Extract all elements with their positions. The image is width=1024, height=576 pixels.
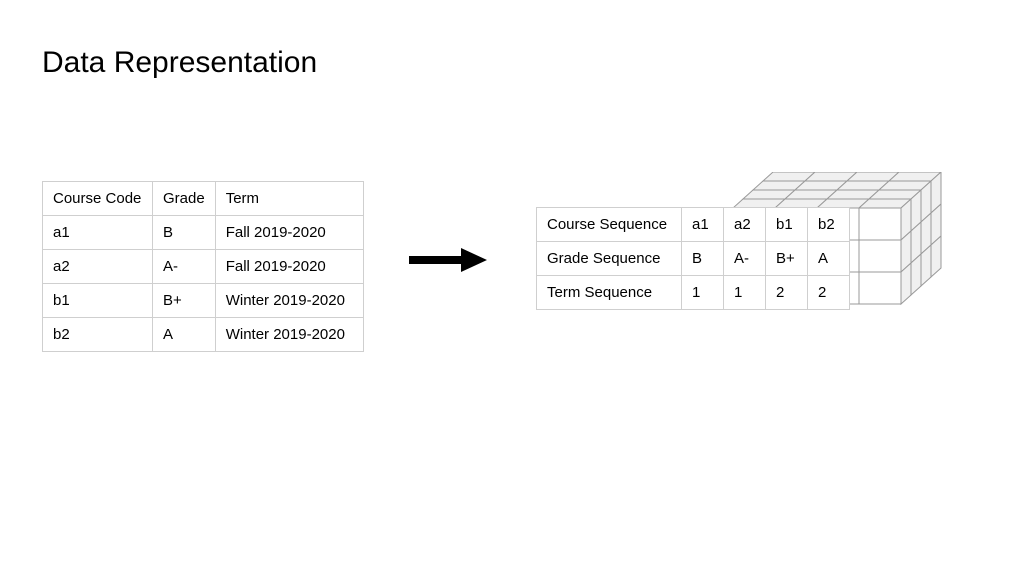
cell: Fall 2019-2020 (215, 250, 363, 284)
cell: B (682, 242, 724, 276)
col-header: Course Code (43, 182, 153, 216)
cell: Fall 2019-2020 (215, 216, 363, 250)
row-label: Course Sequence (537, 208, 682, 242)
sequence-table: Course Sequence a1 a2 b1 b2 Grade Sequen… (536, 207, 850, 310)
table-row: Grade Sequence B A- B+ A (537, 242, 850, 276)
table-row: b2 A Winter 2019-2020 (43, 318, 364, 352)
table-row: b1 B+ Winter 2019-2020 (43, 284, 364, 318)
cell: b1 (766, 208, 808, 242)
cell: A (808, 242, 850, 276)
cell: b2 (43, 318, 153, 352)
table-row: a1 B Fall 2019-2020 (43, 216, 364, 250)
cell: a1 (682, 208, 724, 242)
cell: 2 (808, 276, 850, 310)
cell: a1 (43, 216, 153, 250)
cell: b1 (43, 284, 153, 318)
page-title: Data Representation (42, 46, 317, 80)
cell: 1 (724, 276, 766, 310)
row-label: Term Sequence (537, 276, 682, 310)
cell: 1 (682, 276, 724, 310)
cell: B+ (766, 242, 808, 276)
table-row: Course Sequence a1 a2 b1 b2 (537, 208, 850, 242)
source-table: Course Code Grade Term a1 B Fall 2019-20… (42, 181, 364, 352)
cube-diagram: Course Sequence a1 a2 b1 b2 Grade Sequen… (536, 172, 1006, 342)
table-row: a2 A- Fall 2019-2020 (43, 250, 364, 284)
row-label: Grade Sequence (537, 242, 682, 276)
cell: b2 (808, 208, 850, 242)
cell: A- (153, 250, 216, 284)
cell: B+ (153, 284, 216, 318)
cell: A- (724, 242, 766, 276)
cell: 2 (766, 276, 808, 310)
cell: B (153, 216, 216, 250)
arrow-icon (407, 244, 487, 276)
col-header: Grade (153, 182, 216, 216)
cell: Winter 2019-2020 (215, 318, 363, 352)
table-row: Term Sequence 1 1 2 2 (537, 276, 850, 310)
cell: a2 (43, 250, 153, 284)
cell: A (153, 318, 216, 352)
cell: Winter 2019-2020 (215, 284, 363, 318)
cell: a2 (724, 208, 766, 242)
table-header-row: Course Code Grade Term (43, 182, 364, 216)
col-header: Term (215, 182, 363, 216)
